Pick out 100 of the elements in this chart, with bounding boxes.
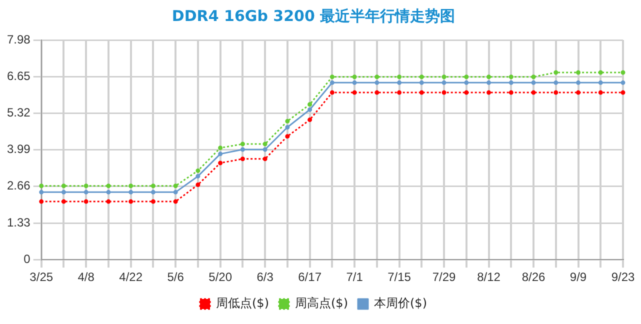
point [374,80,380,85]
point [308,118,312,122]
point [508,90,514,95]
point [620,70,626,75]
x-tick-label: 7/29 [432,270,456,284]
point [39,184,44,188]
point [598,80,603,85]
point [173,190,178,194]
x-tick-label: 6/17 [298,270,322,284]
legend-label: 本周价($) [374,296,427,310]
x-tick-label: 3/25 [30,270,54,284]
x-tick-label: 8/26 [522,270,546,284]
point [330,90,334,95]
point [39,199,44,204]
point [128,199,134,204]
point [106,184,111,188]
point [218,146,223,150]
point [531,80,536,85]
point [61,199,66,204]
point [84,199,88,204]
point [508,74,514,80]
point [442,90,446,95]
legend-label: 周高点($) [295,296,348,310]
point [486,74,492,80]
point [374,74,380,80]
point [196,174,200,178]
point [464,74,469,80]
point [150,190,156,194]
point [240,147,245,152]
point [262,156,268,162]
point [397,90,402,95]
point [576,80,581,85]
point [330,74,334,80]
x-tick-label: 5/6 [167,270,184,284]
point [173,184,178,188]
point [554,70,558,75]
point [150,199,156,204]
point [262,147,268,152]
point [106,199,111,204]
point [352,90,357,95]
x-tick-label: 9/9 [570,270,587,284]
point [419,80,424,85]
point [397,74,402,80]
point [598,90,603,95]
point [196,168,200,173]
y-tick-label: 3.99 [6,142,31,156]
point [554,90,558,95]
x-tick-label: 4/8 [78,270,95,284]
y-tick-label: 7.98 [6,32,31,46]
point [285,124,290,130]
x-tick-label: 8/12 [477,270,501,284]
point [419,74,424,80]
point [308,107,312,112]
point [285,118,290,124]
point [218,152,223,156]
point [150,184,156,188]
legend-label: 周低点($) [216,296,270,310]
point [196,182,200,187]
point [61,190,66,194]
point [419,90,424,95]
point [61,184,66,188]
x-tick-label: 4/22 [119,270,143,284]
chart-title: DDR4 16Gb 3200 最近半年行情走势图 [172,6,456,25]
point [240,156,245,162]
point [442,80,446,85]
point [330,80,334,85]
point [464,80,469,85]
y-tick-label: 5.32 [6,106,31,120]
point [508,80,514,85]
point [128,184,134,188]
point [598,70,603,75]
point [128,190,134,194]
point [620,90,626,95]
point [464,90,469,95]
point [218,160,223,166]
point [285,134,290,139]
point [374,90,380,95]
point [262,142,268,146]
point [106,190,111,194]
point [576,70,581,75]
point [352,74,357,80]
point [531,90,536,95]
x-tick-label: 7/15 [388,270,412,284]
point [240,142,245,146]
point [39,190,44,194]
point [486,80,492,85]
y-tick-label: 6.65 [6,68,31,83]
y-tick-label: 0 [24,252,31,266]
point [308,102,312,107]
x-tick-label: 9/23 [611,270,635,284]
point [442,74,446,80]
x-tick-label: 5/20 [208,270,232,284]
point [486,90,492,95]
x-tick-label: 7/1 [346,270,364,284]
point [554,80,558,85]
point [173,199,178,204]
point [84,190,88,194]
point [397,80,402,85]
point [352,80,357,85]
point [620,80,626,85]
